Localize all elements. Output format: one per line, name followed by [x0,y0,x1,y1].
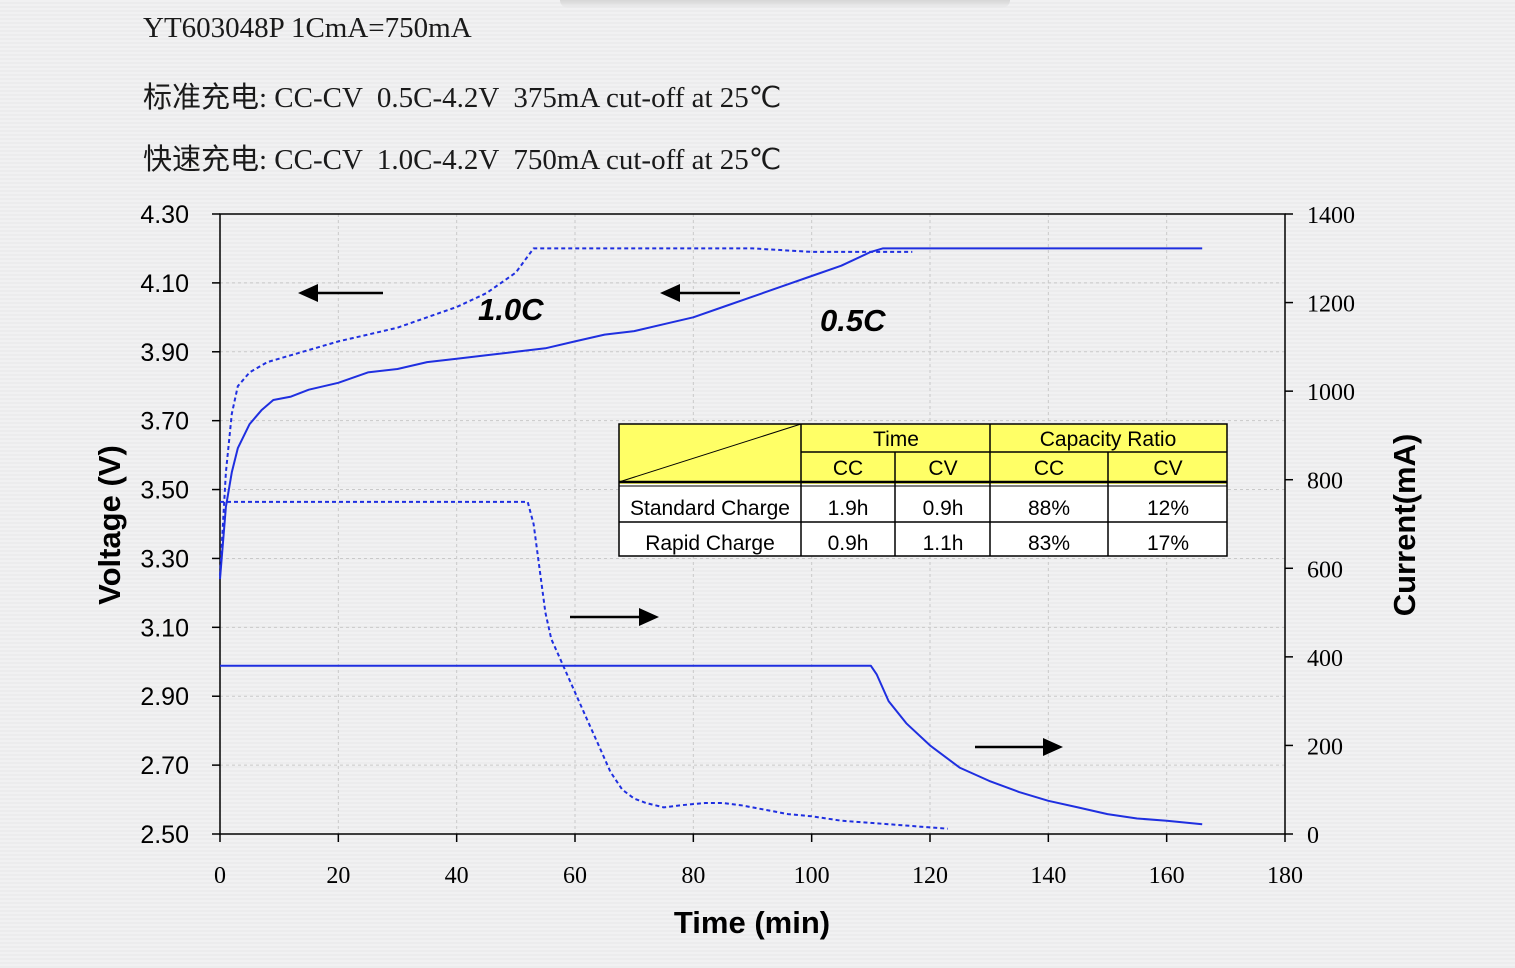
y-tick-label: 4.30 [140,201,189,229]
table-body-bg [619,484,1227,556]
y2-tick-label: 1200 [1307,292,1355,318]
table-cell: 83% [1028,532,1070,555]
table-cell: 17% [1147,532,1189,555]
x-tick-label: 100 [794,863,830,889]
y2-tick-label: 200 [1307,734,1343,760]
y-tick-label: 3.90 [140,339,189,367]
x-axis-ticks: 0 20 40 60 80 100 120 140 160 180 [214,834,1303,889]
table-row-label: Rapid Charge [645,532,775,555]
y-tick-label: 3.70 [140,408,189,436]
y2-tick-label: 800 [1307,469,1343,495]
y-axis-left-title: Voltage (V) [92,445,127,605]
header-line-1: YT603048P 1CmA=750mA [143,12,472,44]
x-tick-label: 140 [1030,863,1066,889]
table-cell: 0.9h [828,532,869,555]
top-shadow [560,0,1010,8]
table-row-label: Standard Charge [630,497,790,520]
table-subheader-cc: CC [833,457,863,480]
table-header-capacity-ratio: Capacity Ratio [1040,428,1177,451]
y2-tick-label: 400 [1307,646,1343,672]
arrow-left-icon [298,284,383,302]
y-tick-label: 3.10 [140,614,189,642]
y-axis-right-ticks: 0 200 400 600 800 1000 1200 1400 [1285,203,1355,849]
y-tick-label: 4.10 [140,270,189,298]
table-header-bg [619,424,1227,484]
table-cell: 12% [1147,497,1189,520]
label-0-5c: 0.5C [820,303,886,338]
x-axis-title: Time (min) [674,905,830,940]
header-line-3: 快速充电: CC-CV 1.0C-4.2V 750mA cut-off at 2… [143,144,782,176]
y2-tick-label: 1400 [1307,203,1355,229]
series-line-current-solid-3 [220,664,1203,826]
series-group [219,247,1203,830]
arrow-left-icon [660,284,740,302]
x-tick-label: 160 [1149,863,1185,889]
arrow-right-icon [975,738,1063,756]
y-tick-label: 2.90 [140,683,189,711]
y2-tick-label: 0 [1307,823,1319,849]
table-subheader-cc: CC [1034,457,1064,480]
series-line-voltage-dashed-0 [219,247,913,576]
x-tick-label: 80 [681,863,705,889]
y2-tick-label: 1000 [1307,380,1355,406]
x-tick-label: 120 [912,863,948,889]
table-header-time: Time [873,428,919,451]
y-axis-right-title: Current(mA) [1387,434,1422,617]
x-tick-label: 20 [326,863,350,889]
x-tick-label: 180 [1267,863,1303,889]
y-axis-left-ticks: 2.50 2.70 2.90 3.10 3.30 3.50 3.70 3.90 4.10 4.30 [140,201,220,849]
y-tick-label: 2.70 [140,752,189,780]
table-cell: 1.9h [828,497,869,520]
plot-frame [219,213,1286,835]
x-tick-label: 60 [563,863,587,889]
y2-tick-label: 600 [1307,557,1343,583]
header-line-2: 标准充电: CC-CV 0.5C-4.2V 375mA cut-off at 2… [143,82,782,114]
y-tick-label: 3.30 [140,545,189,573]
y-tick-label: 3.50 [140,477,189,505]
table-subheader-cv: CV [928,457,957,480]
y-tick-label: 2.50 [140,821,189,849]
label-1-0c: 1.0C [478,292,544,327]
series-line-current-dashed-2 [220,500,948,830]
table-cell: 0.9h [923,497,964,520]
arrow-right-icon [570,608,659,626]
series-line-voltage-solid-1 [219,247,1203,580]
x-tick-label: 0 [214,863,226,889]
arrows [298,284,1063,756]
table-cell: 88% [1028,497,1070,520]
table-cell: 1.1h [923,532,964,555]
x-tick-label: 40 [445,863,469,889]
table-subheader-cv: CV [1153,457,1182,480]
summary-table: Time Capacity Ratio CC CV CC CV Standard… [618,423,1228,557]
